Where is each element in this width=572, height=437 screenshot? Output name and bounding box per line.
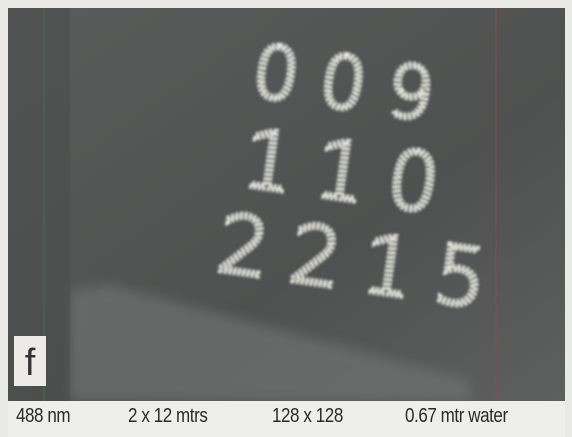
caption-item: 0.67 mtr water (405, 405, 508, 428)
figure: 0091102215 f 488 nm 2 x 12 mtrs 128 x 128 0… (0, 0, 572, 437)
photo-panel: 0091102215 f (0, 0, 572, 437)
caption-item: 128 x 128 (272, 405, 343, 428)
panel-label: f (25, 342, 36, 384)
caption-item: 488 nm (16, 405, 70, 428)
caption-item: 2 x 12 mtrs (128, 405, 207, 428)
